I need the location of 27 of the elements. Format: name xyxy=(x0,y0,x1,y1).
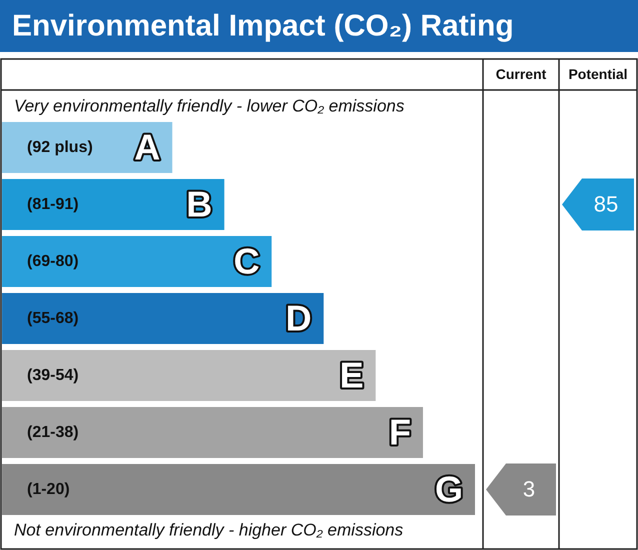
annotation: F xyxy=(388,411,411,452)
y-tick-label: (81-91) xyxy=(27,196,79,213)
bar xyxy=(2,350,376,402)
chart-title: Environmental Impact (CO₂) Rating xyxy=(12,9,514,42)
annotation: A xyxy=(134,126,160,168)
bar xyxy=(2,236,272,288)
y-tick-label: (39-54) xyxy=(27,366,79,384)
y-tick-label: (1-20) xyxy=(27,480,70,498)
text: Potential xyxy=(568,66,628,82)
annotation: G xyxy=(434,468,463,510)
y-tick-label: (69-80) xyxy=(27,252,79,270)
text: Very environmentally friendly - lower CO₂ emissions xyxy=(14,96,405,116)
annotation: D xyxy=(286,297,312,338)
annotation: B xyxy=(186,183,212,224)
text: 3 xyxy=(522,476,536,502)
text: Current xyxy=(496,66,547,82)
bar xyxy=(2,464,475,516)
bar xyxy=(2,178,224,230)
bar xyxy=(2,292,324,344)
bar xyxy=(2,406,423,458)
y-tick-label: (21-38) xyxy=(27,424,79,441)
annotation: C xyxy=(234,240,260,282)
text: Not environmentally friendly - higher CO₂ emissions xyxy=(14,520,404,540)
annotation: E xyxy=(340,354,364,396)
y-tick-label: (55-68) xyxy=(27,310,79,327)
text: 85 xyxy=(594,192,618,217)
y-tick-label: (92 plus) xyxy=(27,138,93,156)
